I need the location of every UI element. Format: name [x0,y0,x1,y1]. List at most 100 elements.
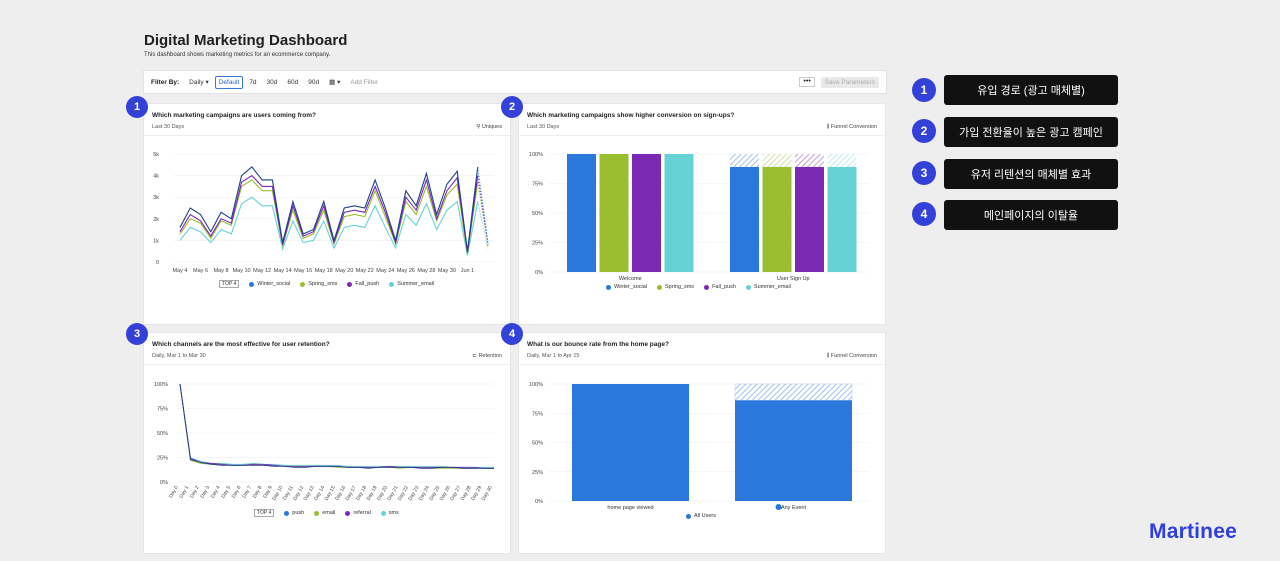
range-60d-button[interactable]: 60d [287,78,299,86]
y-tick-label: 0 [156,260,159,266]
legend-label: Winter_social [614,284,648,290]
legend-item[interactable]: referral [345,510,371,516]
y-tick-label: 25% [157,456,168,462]
series-forecast [477,201,489,250]
retention-tag: ⊏ Retention [472,353,502,359]
x-tick-label: May 4 [173,268,188,274]
dropoff-bar [795,154,824,167]
top-n-selector[interactable]: TOP 4 [219,280,240,288]
legend-item[interactable]: Spring_sms [300,281,337,287]
legend-label: referral [353,510,371,516]
category-label: User Sign Up [777,276,810,282]
legend-label: sms [388,510,399,516]
series-line [179,383,494,469]
legend-dot [300,281,306,287]
legend-dot [745,284,751,290]
x-tick-label: Day 3 [199,485,211,500]
conversion-bar [735,400,852,501]
conversion-bar [827,166,857,272]
legend-label: email [322,510,336,516]
chart-legend: TOP 4 push email referral sms [254,509,399,517]
interval-value: Daily [189,79,204,86]
legend-item[interactable]: push [284,510,304,516]
more-options-button[interactable]: ••• [799,77,815,87]
legend-item[interactable]: Winter_social [249,281,290,287]
series-line [179,179,479,254]
x-tick-label: May 30 [438,268,456,274]
panel-subtitle: Daily, Mar 1 to Mar 30 [152,353,206,359]
y-tick-label: 100% [154,382,168,388]
series-line [179,196,479,256]
brand-logo: Martinee [1149,520,1237,543]
tag-label: Uniques [481,124,502,130]
series-forecast [477,175,489,245]
category-label: home page viewed [607,505,653,511]
range-default-button[interactable]: Default [214,75,244,89]
chevron-down-icon: ▾ [337,79,341,86]
legend-item[interactable]: Fall_push [704,284,736,290]
legend-label: Spring_sms [308,281,338,287]
panel-badge-3: 3 [126,323,148,345]
legend-dot [704,284,710,290]
x-tick-label: Day 30 [481,485,494,502]
calendar-icon: ▦ [329,79,336,86]
funnel-icon: ⫼ [826,124,830,130]
top-n-selector[interactable]: TOP 4 [254,509,275,517]
x-tick-label: Day 1 [178,485,190,500]
y-tick-label: 2k [153,217,159,223]
y-tick-label: 50% [532,441,543,447]
annotation-badge-3: 3 [912,161,936,185]
calendar-button[interactable]: ▦ ▾ [325,75,344,89]
series-line [179,174,479,253]
legend-dot [389,281,395,287]
x-tick-label: May 12 [253,268,271,274]
range-30d-button[interactable]: 30d [266,78,278,86]
panel-bounce-rate: What is our bounce rate from the home pa… [518,332,886,554]
y-tick-label: 50% [157,431,168,437]
divider [144,135,510,136]
series-line [179,383,494,469]
x-tick-label: May 14 [274,268,292,274]
series-forecast [477,166,489,243]
legend-label: All Users [694,513,717,519]
x-tick-label: May 6 [193,268,208,274]
range-90d-button[interactable]: 90d [308,78,320,86]
conversion-bar [795,166,824,272]
legend-item[interactable]: sms [380,510,399,516]
bounce-bar-chart: 0% 25% 50% 75% 100% home page viewed Any Event [529,382,869,511]
legend-item[interactable]: All Users [686,513,716,519]
panel-signup-conversion: Which marketing campaigns show higher co… [518,103,886,325]
legend-item[interactable]: Fall_push [347,281,379,287]
legend-item[interactable]: Summer_email [745,284,791,290]
x-tick-label: May 24 [376,268,394,274]
legend-label: Spring_sms [665,284,695,290]
x-tick-label: May 26 [397,268,415,274]
panel-subtitle: Daily, Mar 1 to Apr 15 [527,353,580,359]
x-tick-label: Day 8 [252,485,264,500]
legend-label: Fall_push [355,281,380,287]
chevron-down-icon: ▾ [205,79,209,86]
legend-item[interactable]: Summer_email [389,281,434,287]
panel-title: Which marketing campaigns are users comi… [152,112,316,119]
annotation-label-3: 유저 리텐션의 매체별 효과 [944,159,1118,189]
uniques-tag: ⚲ Uniques [476,124,502,130]
add-filter-button[interactable]: Add Filter [350,78,379,86]
y-tick-label: 5k [153,152,159,158]
x-tick-label: May 18 [315,268,333,274]
range-7d-button[interactable]: 7d [249,78,257,86]
uniques-icon: ⚲ [476,124,481,130]
legend-label: Summer_email [397,281,435,287]
legend-item[interactable]: Spring_sms [657,284,694,290]
legend-item[interactable]: email [314,510,335,516]
save-parameters-button[interactable]: Save Parameters [820,76,879,88]
y-tick-label: 0% [535,499,543,505]
y-tick-label: 0% [160,480,168,486]
interval-select[interactable]: Daily ▾ [185,75,213,89]
series-line [179,383,494,469]
annotation-label-4: 메인페이지의 이탈율 [944,200,1118,230]
dropoff-bar [762,154,792,167]
funnel-tag: ⫼ Funnel Conversion [827,124,877,131]
legend-item[interactable]: Winter_social [606,284,647,290]
